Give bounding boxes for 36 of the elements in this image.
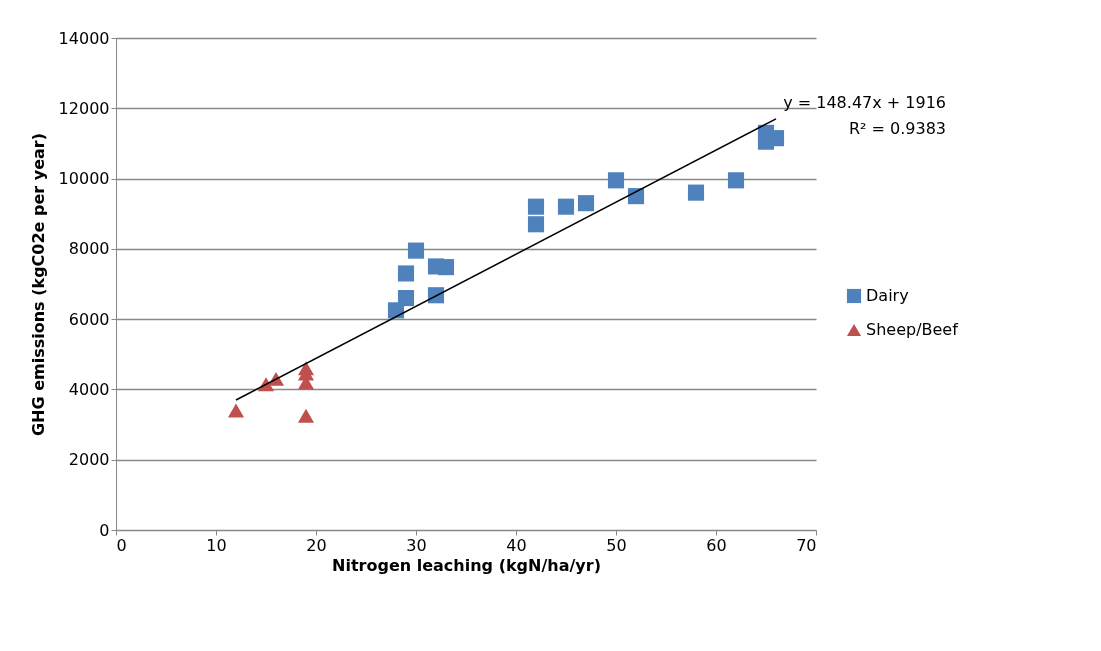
x-tick-label: 50 (606, 535, 627, 555)
point (397, 290, 415, 307)
x-tick-label: 10 (206, 535, 227, 555)
x-axis-title: Nitrogen leaching (kgN/ha/yr) (332, 555, 601, 575)
y-tick-label: 14000 (58, 28, 110, 48)
legend-label: Dairy (866, 286, 909, 305)
point (397, 265, 415, 282)
x-tick-label: 30 (406, 535, 427, 555)
point (437, 259, 455, 276)
point (227, 403, 245, 418)
x-tick-label: 0 (116, 535, 127, 555)
x-tick-label: 20 (306, 535, 327, 555)
x-tick-label: 70 (796, 535, 817, 555)
point (627, 188, 645, 205)
point (557, 198, 575, 215)
x-tick-label: 60 (706, 535, 727, 555)
y-tick-label: 0 (99, 520, 110, 540)
y-tick-label: 12000 (58, 98, 110, 118)
point (577, 195, 595, 212)
point (407, 242, 425, 259)
point (527, 198, 545, 215)
y-tick-label: 4000 (68, 379, 110, 399)
y-tick-label: 6000 (68, 309, 110, 329)
x-tick-label: 40 (506, 535, 527, 555)
annotation: y = 148.47x + 1916 (783, 93, 946, 112)
point (297, 408, 315, 423)
y-tick-label: 2000 (68, 450, 110, 470)
point (727, 172, 745, 189)
legend-label: Sheep/Beef (866, 320, 959, 339)
point (687, 184, 705, 201)
y-tick-label: 8000 (68, 239, 110, 259)
text: R² = 0.9383 (848, 119, 946, 138)
y-axis-title: GHG emissions (kgC02e per year) (28, 132, 48, 437)
y-tick-label: 10000 (58, 169, 110, 189)
point (607, 172, 625, 189)
point (527, 216, 545, 233)
